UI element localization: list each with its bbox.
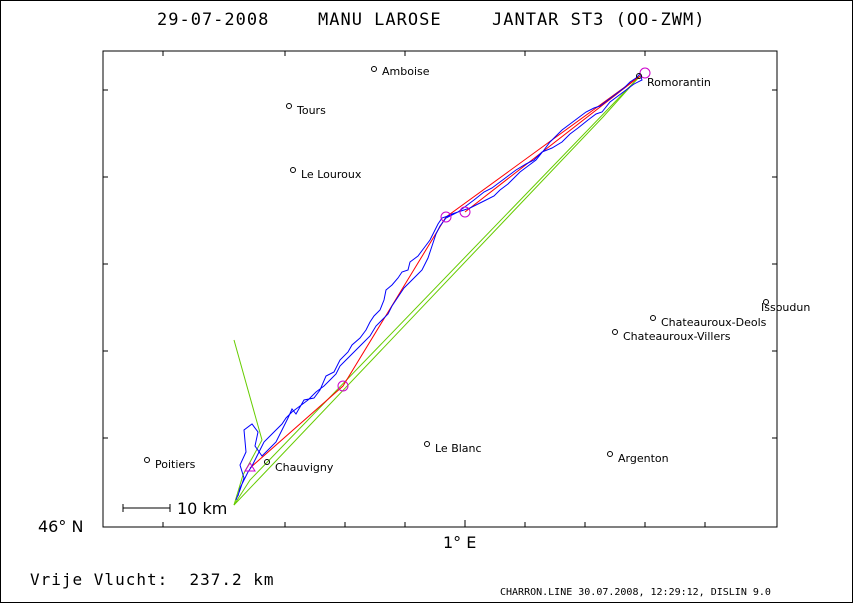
lon-ticks bbox=[162, 51, 706, 527]
turnpoint-marker bbox=[440, 211, 452, 223]
town-tours: Tours bbox=[296, 104, 326, 117]
lat-ticks bbox=[103, 89, 777, 439]
town-romorantin: Romorantin bbox=[647, 76, 711, 89]
town-le-blanc: Le Blanc bbox=[435, 442, 482, 455]
pilot-name: MANU LAROSE bbox=[318, 10, 442, 30]
map-border bbox=[102, 50, 778, 528]
task-line bbox=[249, 75, 641, 469]
town-chateauroux-deols: Chateauroux-Deols bbox=[661, 316, 767, 329]
flight-track bbox=[235, 73, 643, 501]
turnpoint-marker bbox=[459, 206, 471, 218]
town-issoudun: Issoudun bbox=[761, 301, 810, 314]
turnpoint-marker bbox=[639, 67, 651, 79]
turnpoint-marker bbox=[337, 380, 349, 392]
towns: Amboise Tours Le Louroux Romorantin Isso… bbox=[144, 65, 810, 474]
start-marker bbox=[244, 462, 256, 472]
town-argenton: Argenton bbox=[618, 452, 669, 465]
lon-label: 1° E bbox=[443, 533, 476, 552]
flight-date: 29-07-2008 bbox=[157, 10, 270, 30]
town-chauvigny: Chauvigny bbox=[275, 461, 334, 474]
town-chateauroux-villers: Chateauroux-Villers bbox=[623, 330, 731, 343]
town-le-louroux: Le Louroux bbox=[301, 168, 362, 181]
distance-summary: Vrije Vlucht: 237.2 km bbox=[30, 570, 275, 589]
scale-label: 10 km bbox=[177, 499, 227, 518]
lat-label: 46° N bbox=[38, 517, 83, 536]
scale-bar: 10 km bbox=[122, 499, 227, 518]
town-amboise: Amboise bbox=[382, 65, 430, 78]
glider-type: JANTAR ST3 (OO-ZWM) bbox=[492, 10, 706, 30]
credit-line: CHARRON.LINE 30.07.2008, 12:29:12, DISLI… bbox=[500, 587, 771, 598]
town-poitiers: Poitiers bbox=[155, 458, 196, 471]
turnpoints bbox=[244, 67, 651, 472]
sector-lines bbox=[233, 75, 641, 506]
